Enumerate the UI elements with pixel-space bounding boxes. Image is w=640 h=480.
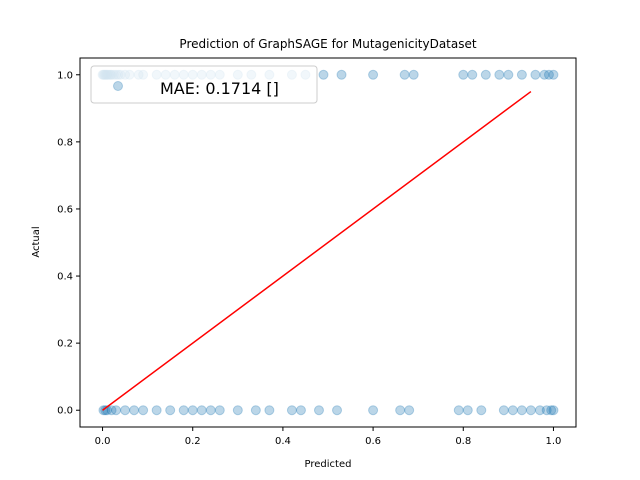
- data-point: [368, 69, 379, 80]
- y-tick-label: 1.0: [57, 70, 73, 81]
- x-tick-label: 1.0: [546, 436, 562, 447]
- data-point: [336, 69, 347, 80]
- data-point: [516, 405, 527, 416]
- data-point: [165, 405, 176, 416]
- data-point: [295, 405, 306, 416]
- data-point: [318, 69, 329, 80]
- data-point: [525, 405, 536, 416]
- data-point: [494, 69, 505, 80]
- x-tick-label: 0.6: [365, 436, 381, 447]
- legend-box: [90, 65, 318, 104]
- data-point: [368, 405, 379, 416]
- data-point: [458, 69, 469, 80]
- data-point: [507, 405, 518, 416]
- data-point: [178, 405, 189, 416]
- x-tick-label: 0.4: [275, 436, 291, 447]
- x-axis-label: Predicted: [305, 459, 352, 470]
- data-point: [404, 405, 415, 416]
- data-point: [534, 405, 545, 416]
- data-point: [151, 405, 162, 416]
- data-point: [476, 405, 487, 416]
- data-point: [264, 405, 275, 416]
- data-point: [250, 405, 261, 416]
- y-tick-label: 0.6: [57, 204, 73, 215]
- data-point: [453, 405, 464, 416]
- y-axis-ticks: 0.0 0.2 0.4 0.6 0.8 1.0: [57, 70, 80, 417]
- chart-title: Prediction of GraphSAGE for Mutagenicity…: [179, 37, 476, 51]
- data-point: [100, 405, 111, 416]
- reference-line: [102, 90, 532, 411]
- data-point: [395, 405, 406, 416]
- data-point: [516, 69, 527, 80]
- data-point: [138, 405, 149, 416]
- data-point: [498, 405, 509, 416]
- data-point: [286, 405, 297, 416]
- y-tick-label: 0.0: [57, 406, 73, 417]
- data-point: [546, 405, 557, 416]
- data-point: [129, 405, 140, 416]
- data-point: [232, 405, 243, 416]
- data-point: [467, 69, 478, 80]
- legend-label: MAE: 0.1714 []: [160, 79, 279, 98]
- x-tick-label: 0.0: [95, 436, 111, 447]
- y-tick-label: 0.8: [57, 137, 73, 148]
- data-point: [548, 405, 559, 416]
- data-point: [187, 405, 198, 416]
- data-point: [106, 405, 117, 416]
- data-point: [313, 405, 324, 416]
- y-tick-label: 0.4: [57, 272, 73, 283]
- data-point: [541, 405, 552, 416]
- data-point: [503, 69, 514, 80]
- data-point: [111, 405, 122, 416]
- data-point: [196, 405, 207, 416]
- data-point: [408, 69, 419, 80]
- data-point: [480, 69, 491, 80]
- data-point: [332, 405, 343, 416]
- legend: MAE: 0.1714 []: [90, 65, 318, 104]
- data-point: [205, 405, 216, 416]
- data-point: [543, 69, 554, 80]
- x-tick-label: 0.8: [455, 436, 471, 447]
- data-point: [548, 69, 559, 80]
- legend-marker: [113, 81, 123, 91]
- line-layer: [102, 90, 532, 411]
- data-point: [530, 69, 541, 80]
- x-tick-label: 0.2: [185, 436, 201, 447]
- y-axis-label: Actual: [31, 226, 42, 257]
- data-point: [539, 69, 550, 80]
- plot-frame: [79, 57, 577, 428]
- data-point: [462, 405, 473, 416]
- y-tick-label: 0.2: [57, 339, 73, 350]
- data-point: [399, 69, 410, 80]
- x-axis-ticks: 0.0 0.2 0.4 0.6 0.8 1.0: [95, 427, 562, 447]
- data-point: [214, 405, 225, 416]
- data-point: [120, 405, 131, 416]
